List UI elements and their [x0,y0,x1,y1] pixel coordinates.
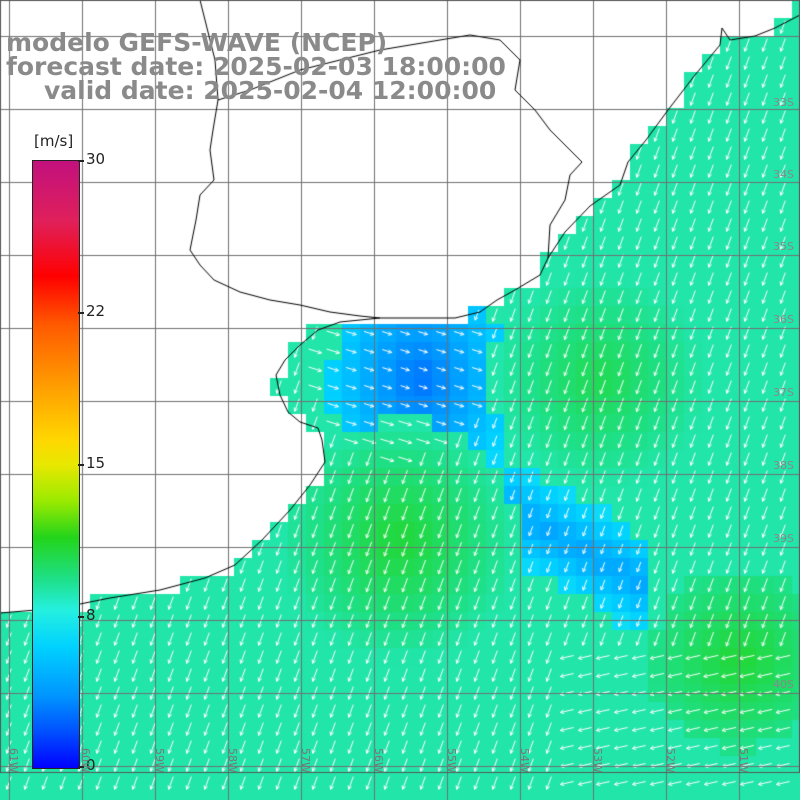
colorbar-tick-mark [78,312,84,314]
colorbar-units-label: [m/s] [34,132,74,150]
map-title-model: modelo GEFS-WAVE (NCEP) [6,28,388,57]
lon-label: 61W [7,748,20,773]
map-title-forecast-date: forecast date: 2025-02-03 18:00:00 [6,52,506,81]
colorbar-tick-label: 22 [86,302,106,320]
lon-label: 52W [664,748,677,773]
colorbar-tick-mark [78,766,84,768]
lat-label: 39S [773,532,794,545]
lon-label: 60W [79,748,92,773]
lon-label: 57W [299,748,312,773]
colorbar-tick-label: 8 [86,606,96,624]
colorbar-tick-label: 0 [86,756,96,774]
lon-label: 59W [153,748,166,773]
lat-label: 34S [773,168,794,181]
lon-label: 56W [372,748,385,773]
lon-label: 51W [737,748,750,773]
lat-label: 40S [773,678,794,691]
lon-label: 58W [226,748,239,773]
colorbar-tick-mark [78,464,84,466]
lat-label: 38S [773,459,794,472]
colorbar-tick-label: 15 [86,454,106,472]
colorbar [32,160,80,769]
colorbar-tick-label: 30 [86,150,106,168]
lon-label: 55W [445,748,458,773]
colorbar-tick-mark [78,160,84,162]
map-title-valid-date: valid date: 2025-02-04 12:00:00 [44,76,497,105]
lat-label: 33S [773,96,794,109]
lat-label: 35S [773,240,794,253]
lon-label: 53W [591,748,604,773]
lat-label: 37S [773,386,794,399]
lon-label: 54W [518,748,531,773]
colorbar-tick-mark [78,616,84,618]
lat-label: 36S [773,313,794,326]
